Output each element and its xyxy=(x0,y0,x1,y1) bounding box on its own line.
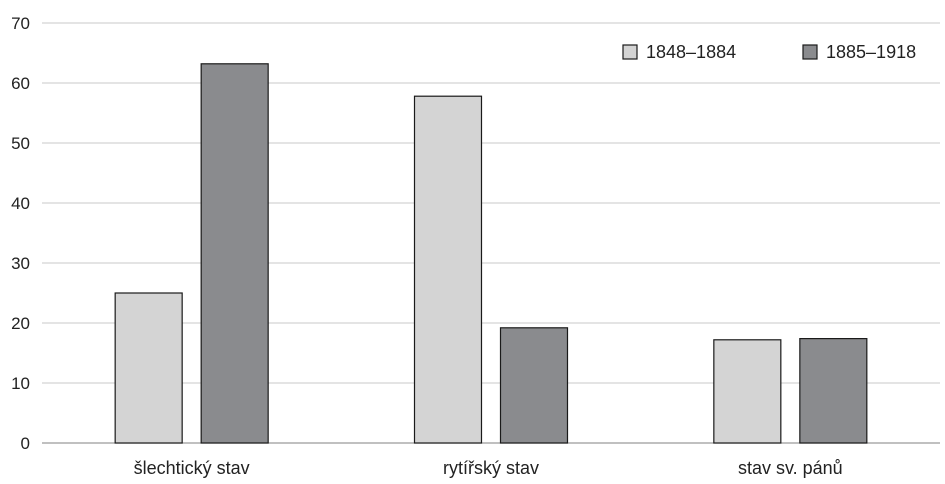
y-tick-label-60: 60 xyxy=(11,74,30,93)
y-tick-label-30: 30 xyxy=(11,254,30,273)
y-tick-label-50: 50 xyxy=(11,134,30,153)
bars xyxy=(114,63,868,444)
legend-label-1: 1885–1918 xyxy=(826,42,916,62)
bar-0-series-0 xyxy=(114,292,183,444)
category-label-1: rytířský stav xyxy=(443,458,539,478)
bar-2-series-1 xyxy=(799,338,868,444)
bar-2-series-0 xyxy=(713,339,782,444)
legend-swatch-0 xyxy=(622,44,638,60)
legend-swatch-1 xyxy=(802,44,818,60)
y-tick-label-0: 0 xyxy=(21,434,30,453)
y-tick-label-20: 20 xyxy=(11,314,30,333)
legend: 1848–1884 1885–1918 xyxy=(622,42,916,62)
axes: 0 10 20 30 40 50 60 70 xyxy=(11,14,940,453)
y-tick-label-40: 40 xyxy=(11,194,30,213)
bar-1-series-0 xyxy=(413,95,483,444)
category-label-2: stav sv. pánů xyxy=(738,458,843,478)
y-tick-label-70: 70 xyxy=(11,14,30,33)
bar-0-series-1 xyxy=(200,63,269,444)
gridlines xyxy=(42,22,940,384)
y-tick-label-10: 10 xyxy=(11,374,30,393)
legend-label-0: 1848–1884 xyxy=(646,42,736,62)
bar-1-series-1 xyxy=(499,327,569,444)
category-labels: šlechtický stav rytířský stav stav sv. pán… xyxy=(134,458,843,478)
category-label-0: šlechtický stav xyxy=(134,458,250,478)
